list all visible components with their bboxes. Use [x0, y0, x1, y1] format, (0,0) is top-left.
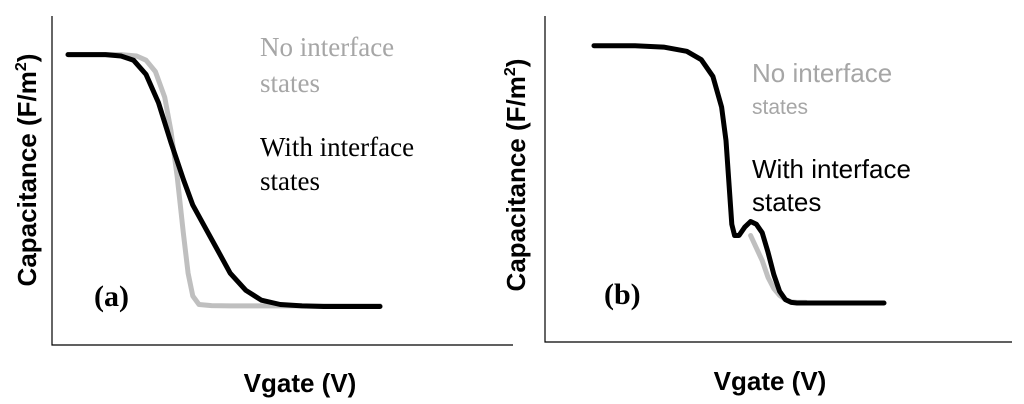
panel-a-legend-with-interface-line1: With interface: [260, 132, 414, 162]
panel-b-series-group: [591, 43, 887, 306]
panel-a-legend-no-interface-line1: No interface: [260, 32, 394, 62]
panel-a-legend-no-interface: No interface states: [260, 32, 401, 98]
panel-a-curve-no-interface-states: [65, 52, 383, 309]
panel-b-x-axis-label: Vgate (V): [714, 366, 827, 396]
panel-a-axes: [51, 16, 513, 346]
panel-b-legend-with-interface-line1: With interface: [752, 154, 911, 184]
panel-b-legend-no-interface-line2: states: [752, 96, 808, 119]
panel-b-curve-with-interface-states: [591, 43, 887, 306]
panel-a-label: (a): [94, 280, 129, 313]
panel-a-legend-with-interface-line2: states: [260, 166, 320, 196]
panel-b-legend-no-interface: No interface states: [752, 58, 899, 119]
panel-b-legend-with-interface: With interface states: [752, 154, 918, 217]
panel-b-label: (b): [604, 278, 641, 311]
panel-b-y-axis-label: Capacitance (F/m2): [501, 59, 531, 292]
panel-b-legend-with-interface-line2: states: [752, 187, 821, 217]
panel-a-legend-no-interface-line2: states: [260, 68, 320, 98]
panel-a-curve-with-interface-states: [65, 52, 383, 309]
panel-a-series-group: [65, 52, 383, 309]
panel-b: Capacitance (F/m2) Vgate (V) (b) No inte…: [501, 16, 1012, 396]
panel-a-x-axis-label: Vgate (V): [244, 368, 357, 398]
panel-b-axes: [544, 16, 1012, 343]
panel-b-legend-no-interface-line1: No interface: [752, 58, 892, 88]
panel-a-legend-with-interface: With interface states: [260, 132, 421, 196]
panel-a: Capacitance (F/m2) Vgate (V) (a) No inte…: [12, 16, 513, 398]
panel-a-y-axis-label: Capacitance (F/m2): [12, 54, 42, 287]
